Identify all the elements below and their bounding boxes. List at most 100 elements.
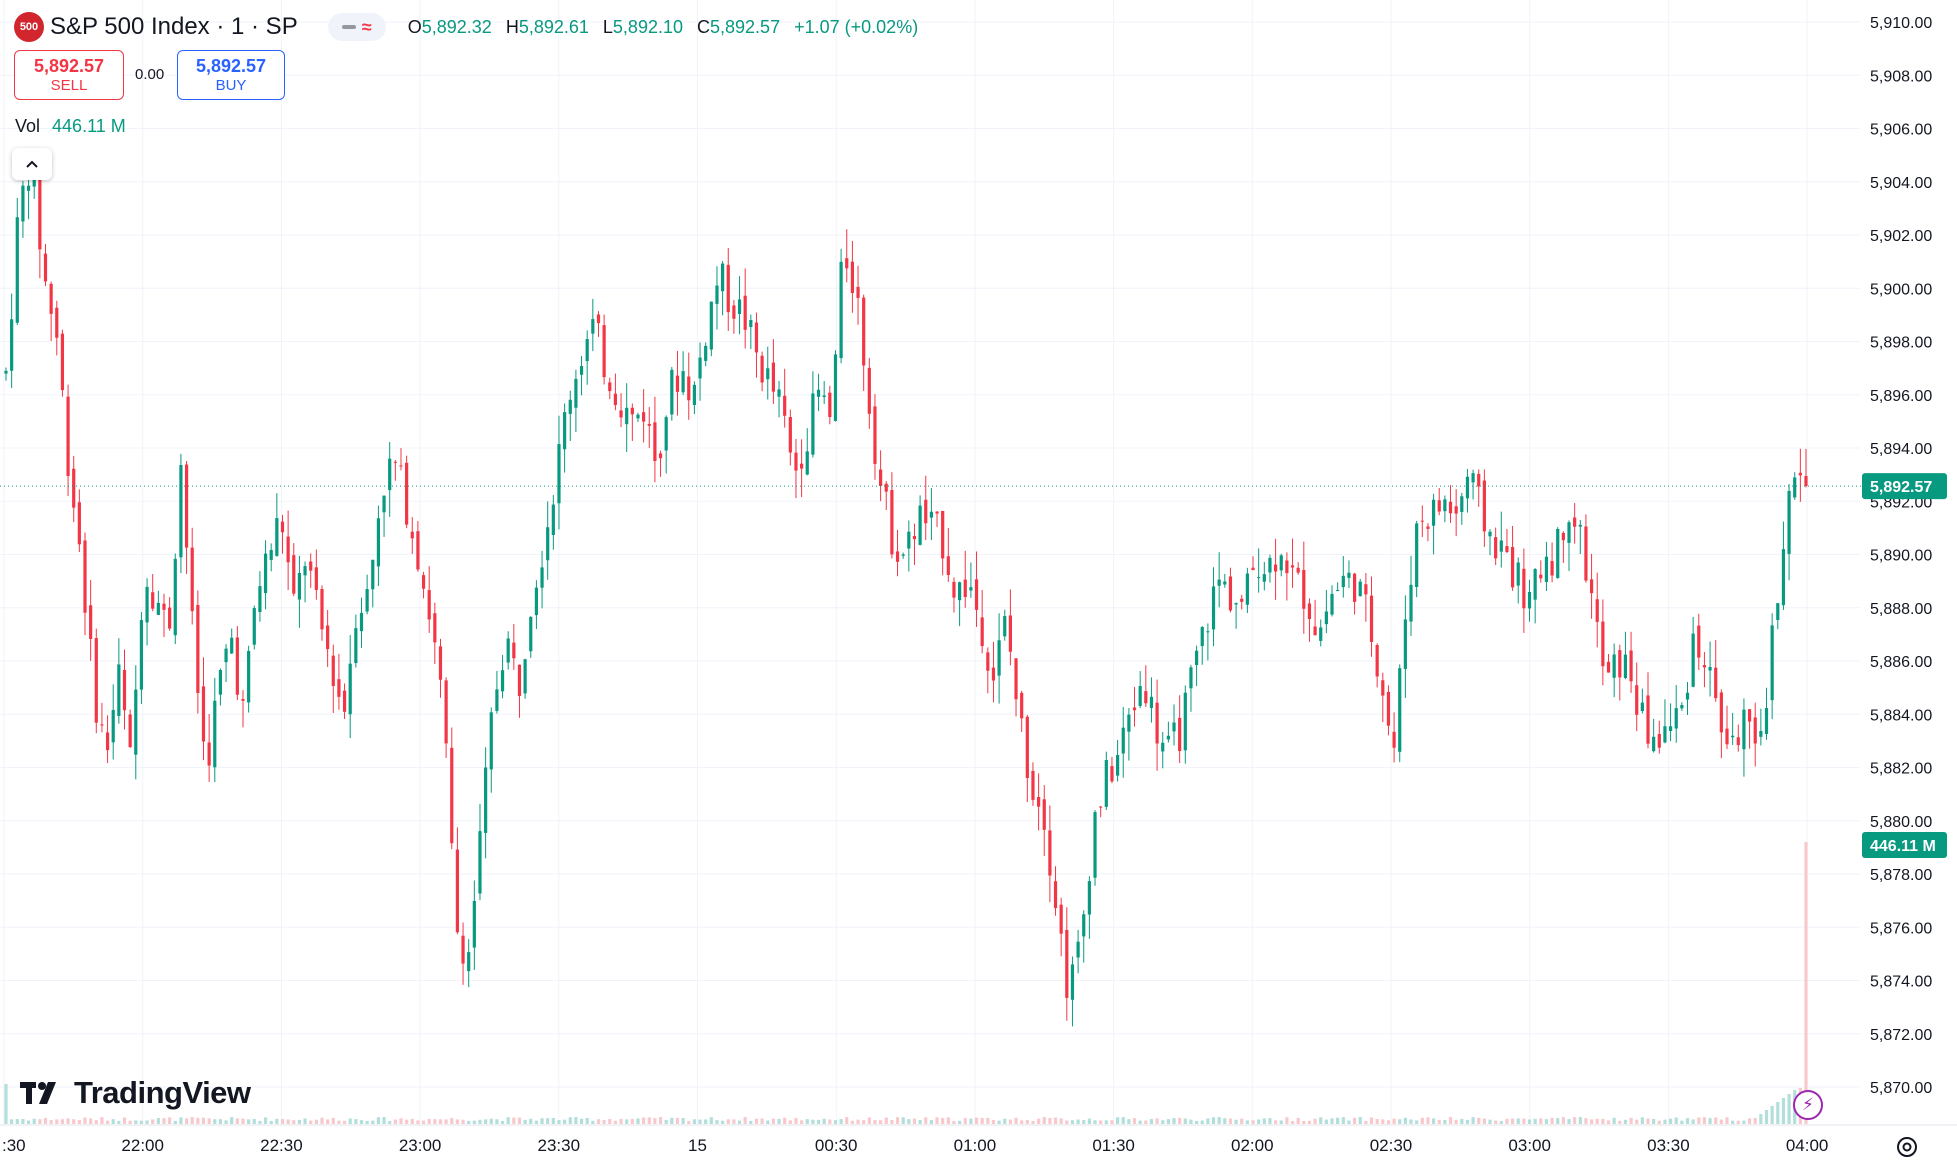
candle-body — [1437, 500, 1441, 512]
candle — [1426, 523, 1430, 542]
volume-bar — [1522, 1118, 1526, 1124]
price-tick-label: 5,884.00 — [1870, 707, 1932, 724]
tradingview-logo[interactable]: TradingView — [20, 1075, 251, 1111]
candle-body — [788, 417, 792, 453]
candle — [1482, 469, 1486, 547]
volume-bar — [1759, 1114, 1763, 1124]
candle — [1708, 641, 1712, 697]
candle — [72, 455, 76, 523]
candle — [275, 493, 279, 557]
volume-bar — [117, 1120, 121, 1124]
volume-bar — [1657, 1120, 1661, 1124]
candle — [1155, 679, 1159, 771]
candle — [1494, 527, 1498, 566]
volume-bar — [184, 1118, 189, 1124]
legend-controls[interactable]: ≈ — [327, 13, 386, 41]
symbol-title[interactable]: S&P 500 Index · 1 · SP — [50, 13, 298, 40]
candle-body — [354, 628, 358, 664]
candle-body — [467, 952, 471, 972]
candle-body — [1527, 591, 1532, 609]
chevron-up-icon[interactable] — [12, 148, 52, 180]
minus-icon[interactable] — [341, 25, 356, 29]
volume-bar — [1629, 1117, 1633, 1124]
candle-body — [348, 663, 352, 715]
volume-bar — [1352, 1117, 1357, 1124]
volume-bar — [1584, 1118, 1588, 1124]
candle-body — [658, 453, 663, 459]
candle-body — [1460, 496, 1464, 512]
candle — [320, 585, 324, 641]
candle-body — [856, 286, 860, 298]
candle-body — [1132, 707, 1137, 711]
volume-bar — [1736, 1120, 1740, 1124]
volume-bar — [546, 1118, 550, 1124]
volume-bar — [1443, 1119, 1447, 1124]
time-axis[interactable]: :30 22:00 22:30 23:00 23:30 15 00:30 01:00 01:30… — [0, 1124, 1957, 1155]
high-value: 5,892.61 — [518, 16, 589, 37]
price-axis[interactable]: 5,910.00 5,908.00 5,906.00 5,904.00 5,902.00… — [1870, 15, 1932, 1097]
change-value: +1.07 (+0.02%) — [794, 16, 919, 37]
volume-bar — [529, 1118, 533, 1124]
volume-bar — [1465, 1119, 1470, 1124]
candle-body — [4, 370, 8, 374]
buy-button[interactable]: 5,892.57 BUY — [177, 50, 285, 100]
time-tick-label: 03:00 — [1508, 1136, 1551, 1155]
candle — [879, 450, 883, 502]
settings-icon[interactable] — [1893, 1133, 1921, 1161]
buy-price: 5,892.57 — [195, 56, 267, 76]
candle — [168, 597, 172, 631]
sell-button[interactable]: 5,892.57 SELL — [14, 50, 124, 100]
time-tick-label: 01:30 — [1092, 1136, 1135, 1155]
candle — [269, 543, 273, 572]
candle — [1804, 448, 1808, 488]
candle — [410, 517, 414, 554]
candle — [884, 481, 888, 511]
volume-bar — [66, 1118, 70, 1124]
lightning-icon[interactable]: ⚡ — [1793, 1090, 1823, 1120]
time-tick-label: 03:30 — [1647, 1136, 1690, 1155]
candle — [1336, 582, 1340, 592]
candle-body — [715, 285, 719, 304]
candle — [777, 380, 781, 418]
volume-bar — [833, 1120, 838, 1124]
candle — [997, 613, 1001, 704]
candle — [421, 571, 426, 599]
candle — [1273, 538, 1278, 600]
candle — [721, 261, 725, 316]
volume-bar — [26, 1120, 31, 1124]
candle — [60, 329, 65, 397]
volume-bar — [642, 1117, 646, 1124]
candle — [1635, 662, 1639, 732]
close-label: C — [697, 16, 711, 37]
wave-icon[interactable]: ≈ — [361, 17, 372, 37]
candle — [1014, 658, 1018, 717]
candle-body — [320, 589, 324, 630]
volume-bar — [1381, 1119, 1385, 1124]
candle-body — [26, 185, 31, 191]
candle — [1685, 682, 1690, 715]
candle-body — [190, 547, 194, 612]
volume-bar — [1719, 1119, 1723, 1124]
candle-body — [1510, 547, 1515, 588]
volume-bar — [704, 1119, 708, 1124]
volume-bar — [1770, 1106, 1774, 1124]
price-tick-label: 5,896.00 — [1870, 388, 1932, 405]
candle-body — [1612, 654, 1616, 678]
candle — [359, 597, 364, 648]
candle — [732, 299, 736, 334]
candle-body — [196, 604, 200, 693]
candle-body — [771, 362, 775, 392]
volume-bar — [1285, 1117, 1289, 1124]
candle — [83, 532, 87, 636]
candle — [1121, 707, 1125, 778]
candle-body — [884, 483, 888, 492]
candle-body — [1352, 573, 1357, 602]
candle — [794, 438, 798, 499]
volume-bar — [1008, 1119, 1012, 1124]
candle — [704, 342, 708, 367]
candle — [173, 553, 177, 645]
candle — [619, 393, 623, 428]
symbol-badge[interactable]: 500 — [14, 12, 44, 42]
volume-bar — [241, 1118, 245, 1124]
